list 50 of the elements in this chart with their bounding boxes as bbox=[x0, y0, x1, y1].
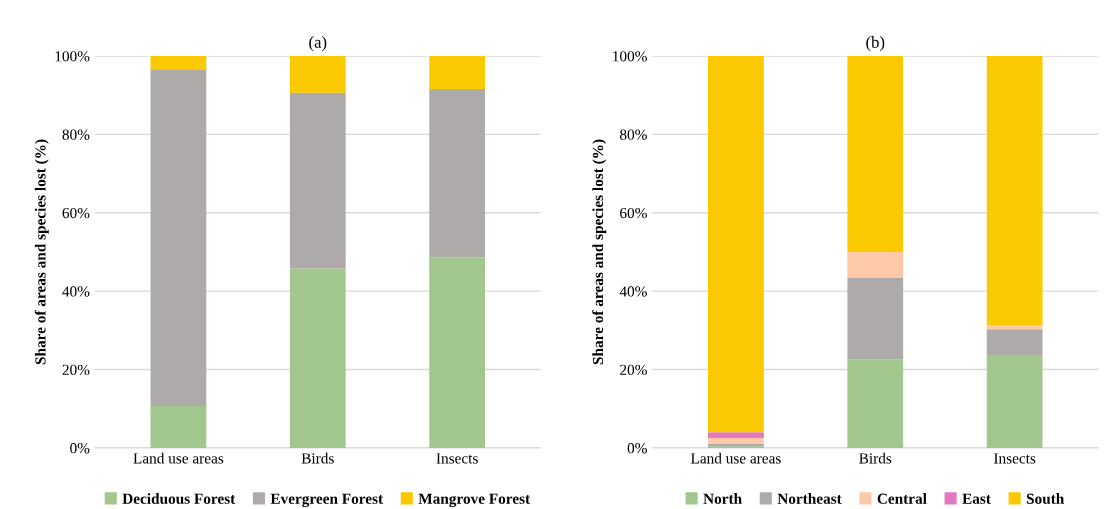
x-tick-label: Birds bbox=[859, 452, 892, 464]
y-tick-label: 60% bbox=[62, 207, 90, 219]
legend-label: East bbox=[962, 493, 991, 504]
bar bbox=[708, 432, 764, 439]
legend-label: Deciduous Forest bbox=[122, 493, 236, 504]
bar bbox=[289, 92, 346, 269]
y-tick-label: 80% bbox=[62, 129, 90, 140]
bar bbox=[847, 359, 904, 448]
chart-title: (b) bbox=[866, 36, 885, 52]
y-tick-label: 40% bbox=[62, 286, 90, 297]
y-tick-label: 60% bbox=[620, 207, 647, 219]
bar bbox=[847, 251, 904, 278]
legend-label: Evergreen Forest bbox=[270, 493, 384, 508]
y-tick-label: 0% bbox=[627, 443, 647, 454]
y-tick-label: 100% bbox=[55, 51, 90, 62]
bar bbox=[708, 438, 764, 444]
bar bbox=[986, 55, 1043, 326]
y-tick-label: 100% bbox=[613, 51, 647, 62]
chart-title: (a) bbox=[309, 36, 327, 52]
y-axis-title: Share of areas and species lost (%) bbox=[34, 139, 49, 365]
bar bbox=[847, 55, 904, 252]
bar bbox=[289, 268, 346, 448]
bar bbox=[150, 405, 207, 448]
x-tick-label: Insects bbox=[993, 453, 1036, 464]
bar bbox=[150, 70, 207, 406]
legend-label: North bbox=[703, 493, 742, 504]
bar bbox=[429, 257, 486, 448]
y-tick-label: 40% bbox=[619, 286, 647, 297]
bar bbox=[986, 329, 1043, 356]
bar bbox=[708, 55, 764, 433]
legend-label: Central bbox=[877, 493, 927, 504]
bar bbox=[429, 55, 486, 89]
legend-label: Mangrove Forest bbox=[418, 493, 531, 508]
y-tick-label: 80% bbox=[619, 129, 647, 140]
x-tick-label: Birds bbox=[301, 452, 334, 464]
y-tick-label: 20% bbox=[62, 364, 90, 376]
x-tick-label: Land use areas bbox=[690, 452, 781, 464]
y-tick-label: 20% bbox=[620, 364, 647, 376]
bar bbox=[986, 325, 1043, 330]
y-tick-label: 0% bbox=[70, 443, 90, 454]
legend-label: South bbox=[1026, 493, 1065, 504]
bar bbox=[150, 55, 207, 71]
bar bbox=[429, 88, 486, 258]
y-axis-title: Share of areas and species lost (%) bbox=[592, 139, 607, 365]
bar bbox=[847, 277, 904, 360]
legend-label: Northeast bbox=[777, 493, 842, 504]
bar bbox=[986, 355, 1043, 448]
x-tick-label: Insects bbox=[436, 453, 478, 464]
x-tick-label: Land use areas bbox=[133, 452, 224, 464]
bar bbox=[289, 55, 346, 93]
